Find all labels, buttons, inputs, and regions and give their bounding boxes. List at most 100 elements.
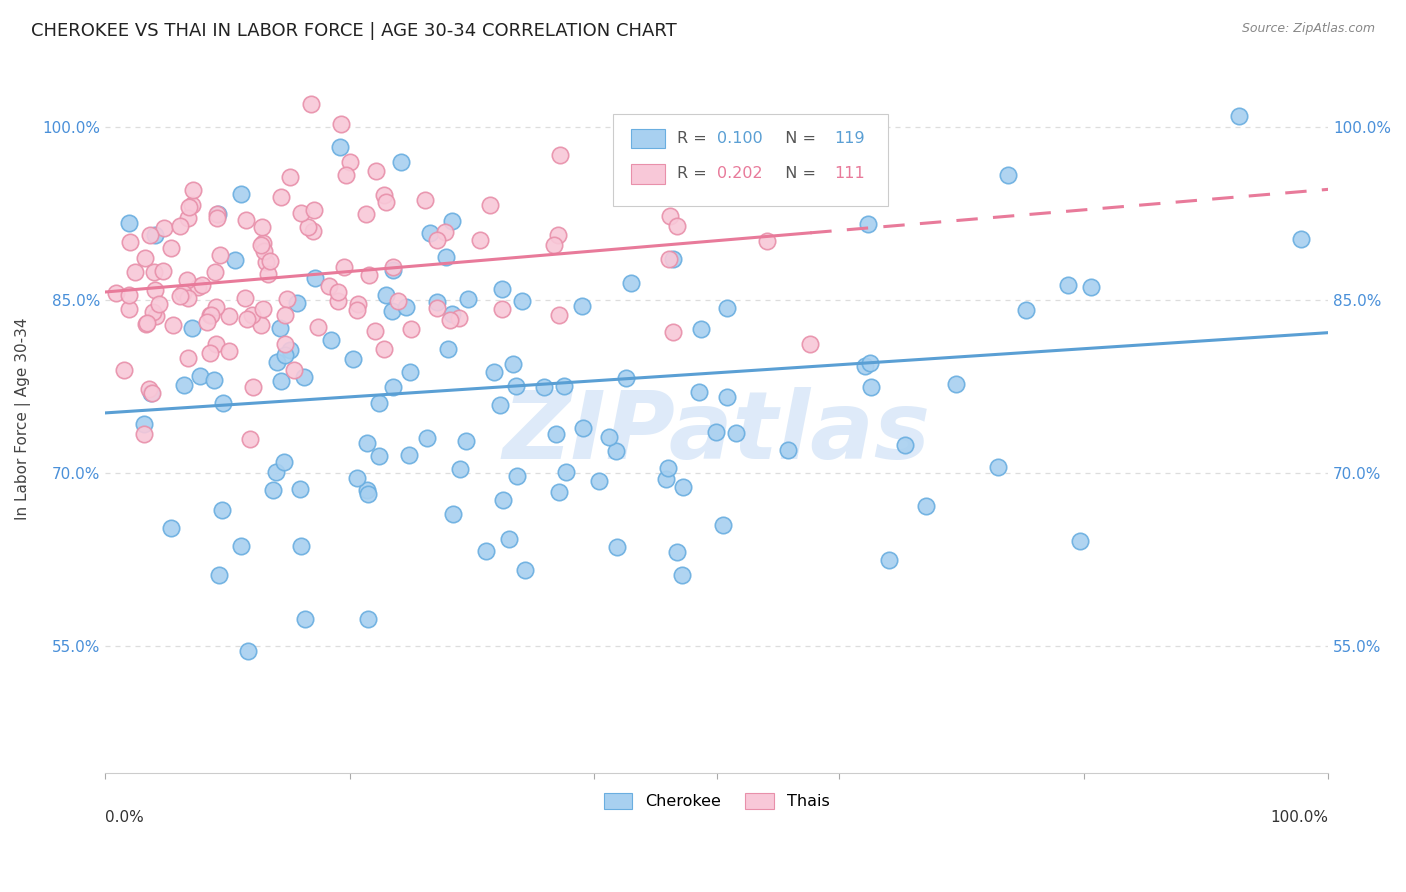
Point [152,264,174,278]
Text: 0.100: 0.100 [717,131,762,146]
Point [138,383,160,397]
Point [273,455,295,469]
Point [657,460,679,475]
Point [269,321,291,335]
Point [218,309,240,323]
Point [491,302,513,317]
Point [187,279,209,293]
Point [440,214,463,228]
Point [987,459,1010,474]
Point [118,287,141,301]
Point [250,238,273,252]
Point [655,472,678,486]
Point [177,351,200,366]
FancyBboxPatch shape [631,128,665,148]
Point [1056,277,1078,292]
Point [662,325,685,339]
Point [347,297,370,311]
Point [1080,280,1102,294]
Point [858,356,880,370]
Point [671,479,693,493]
Point [381,380,404,394]
Point [346,303,368,318]
Text: N =: N = [775,131,821,146]
Point [143,228,166,243]
Point [441,507,464,521]
Point [478,197,501,211]
Point [112,363,135,377]
Point [659,209,682,223]
Point [797,129,820,144]
Point [290,205,312,219]
Point [339,155,361,169]
Point [398,365,420,379]
Point [433,225,456,239]
Point [301,97,323,112]
Point [547,227,569,242]
Point [198,308,221,322]
Point [270,190,292,204]
Point [505,378,527,392]
Point [301,225,323,239]
Point [814,182,837,196]
Point [665,219,688,233]
Point [290,539,312,553]
Point [242,308,264,322]
Point [357,268,380,282]
Point [474,543,496,558]
Point [571,421,593,435]
Point [533,380,555,394]
Point [202,373,225,387]
Point [853,359,876,373]
Point [416,431,439,445]
Point [468,233,491,247]
Point [1227,109,1250,123]
Point [329,117,352,131]
Point [139,227,162,242]
Point [256,267,278,281]
Point [859,380,882,394]
Point [297,219,319,234]
Text: R =: R = [678,131,713,146]
Point [177,291,200,305]
Point [259,254,281,268]
Point [169,289,191,303]
Point [205,207,228,221]
Point [434,250,457,264]
Point [1289,232,1312,246]
Point [1015,303,1038,318]
Point [278,343,301,357]
Point [440,307,463,321]
Point [124,265,146,279]
Point [704,425,727,440]
Point [143,283,166,297]
Point [252,302,274,317]
Point [382,260,405,275]
Point [357,612,380,626]
Point [229,187,252,202]
Text: Source: ZipAtlas.com: Source: ZipAtlas.com [1241,22,1375,36]
Point [274,348,297,362]
Point [1069,534,1091,549]
Point [143,265,166,279]
Point [492,493,515,508]
Legend: Cherokee, Thais: Cherokee, Thais [598,787,835,816]
Point [160,242,183,256]
Point [368,449,391,463]
Point [382,262,405,277]
Point [148,296,170,310]
Point [671,567,693,582]
Point [346,471,368,485]
Point [207,207,229,221]
Point [997,168,1019,182]
Point [285,296,308,310]
Point [620,277,643,291]
Point [554,465,576,479]
Point [290,482,312,496]
Point [105,285,128,300]
Point [141,385,163,400]
Point [356,487,378,501]
Text: 100.0%: 100.0% [1270,810,1329,824]
Text: CHEROKEE VS THAI IN LABOR FORCE | AGE 30-34 CORRELATION CHART: CHEROKEE VS THAI IN LABOR FORCE | AGE 30… [31,22,676,40]
Point [724,426,747,441]
